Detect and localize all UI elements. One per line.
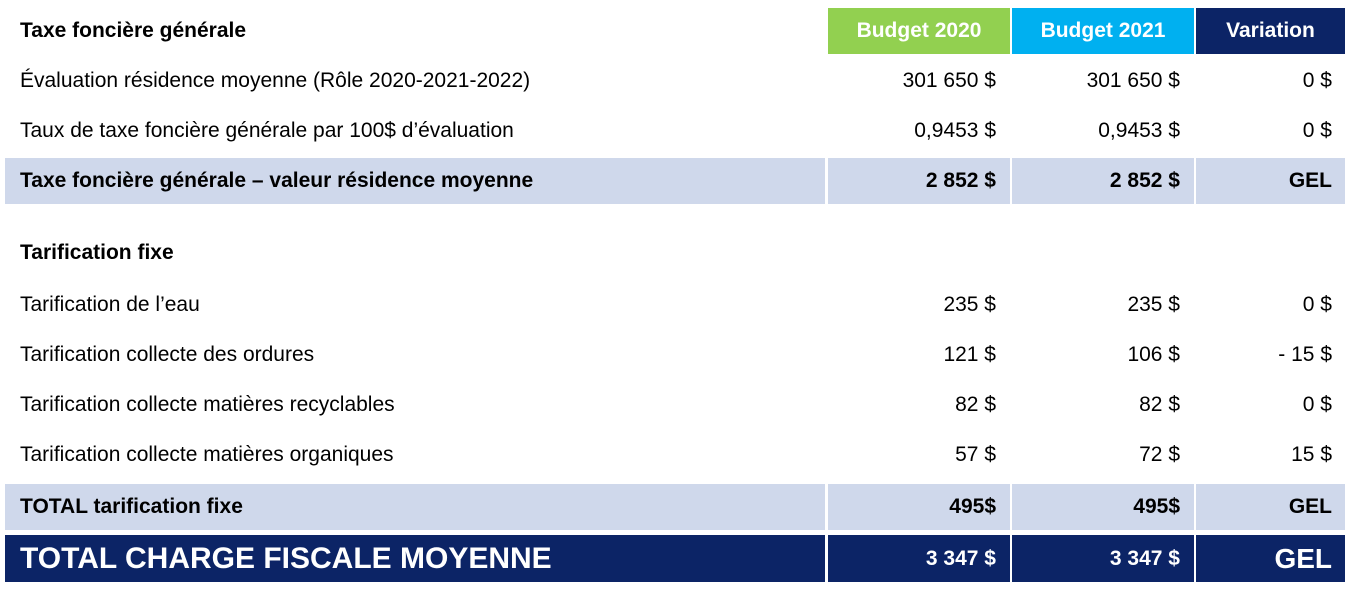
row-label: Tarification collecte matières organique… <box>20 443 394 466</box>
value-budget-2020: 121 $ <box>943 343 996 366</box>
value-budget-2020: 82 $ <box>955 393 996 416</box>
value-variation: 0 $ <box>1302 393 1332 416</box>
row-label: Tarification de l’eau <box>20 293 200 316</box>
value-budget-2021: 72 $ <box>1139 443 1180 466</box>
value-budget-2021: 0,9453 $ <box>1098 119 1180 142</box>
value-budget-2021: 495$ <box>1012 484 1194 530</box>
row-label: TOTAL tarification fixe <box>5 484 825 530</box>
value-budget-2020: 495$ <box>828 484 1010 530</box>
value-budget-2021: 301 650 $ <box>1086 69 1180 92</box>
value-variation: GEL <box>1196 158 1345 204</box>
value-variation: - 15 $ <box>1278 343 1332 366</box>
value-budget-2021: 82 $ <box>1139 393 1180 416</box>
table-row: Évaluation résidence moyenne (Rôle 2020-… <box>5 58 1345 104</box>
section-row-fixed: Tarification fixe <box>5 230 1345 276</box>
value-variation: GEL <box>1196 535 1345 582</box>
table-row: Tarification collecte matières recyclabl… <box>5 382 1345 428</box>
value-budget-2020: 57 $ <box>955 443 996 466</box>
value-budget-2020: 2 852 $ <box>828 158 1010 204</box>
col-header-budget-2020: Budget 2020 <box>828 8 1010 54</box>
value-budget-2021: 106 $ <box>1127 343 1180 366</box>
table-row: Tarification de l’eau 235 $ 235 $ 0 $ <box>5 282 1345 328</box>
section-title-tax: Taxe foncière générale <box>20 19 247 42</box>
value-budget-2020: 235 $ <box>943 293 996 316</box>
col-header-budget-2021: Budget 2021 <box>1012 8 1194 54</box>
value-variation: 0 $ <box>1302 119 1332 142</box>
row-label: Évaluation résidence moyenne (Rôle 2020-… <box>20 69 531 92</box>
value-budget-2021: 3 347 $ <box>1012 535 1194 582</box>
row-label: Tarification collecte matières recyclabl… <box>20 393 395 416</box>
value-budget-2021: 2 852 $ <box>1012 158 1194 204</box>
value-variation: 0 $ <box>1302 69 1332 92</box>
value-budget-2020: 3 347 $ <box>828 535 1010 582</box>
table-row: Tarification collecte des ordures 121 $ … <box>5 332 1345 378</box>
section-title-fixed: Tarification fixe <box>20 241 174 264</box>
header-row: Taxe foncière générale Budget 2020 Budge… <box>5 8 1345 54</box>
row-label: TOTAL CHARGE FISCALE MOYENNE <box>5 535 825 582</box>
value-variation: 0 $ <box>1302 293 1332 316</box>
col-header-variation: Variation <box>1196 8 1345 54</box>
value-budget-2021: 235 $ <box>1127 293 1180 316</box>
table-row: Tarification collecte matières organique… <box>5 432 1345 478</box>
value-budget-2020: 0,9453 $ <box>914 119 996 142</box>
value-variation: GEL <box>1196 484 1345 530</box>
grand-total-row: TOTAL CHARGE FISCALE MOYENNE 3 347 $ 3 3… <box>5 535 1345 582</box>
row-label: Taxe foncière générale – valeur résidenc… <box>5 158 825 204</box>
subtotal-row-tax: Taxe foncière générale – valeur résidenc… <box>5 158 1345 204</box>
subtotal-row-fixed: TOTAL tarification fixe 495$ 495$ GEL <box>5 484 1345 530</box>
row-label: Tarification collecte des ordures <box>20 343 315 366</box>
table-row: Taux de taxe foncière générale par 100$ … <box>5 108 1345 154</box>
row-label: Taux de taxe foncière générale par 100$ … <box>20 119 514 142</box>
value-budget-2020: 301 650 $ <box>902 69 996 92</box>
value-variation: 15 $ <box>1291 443 1332 466</box>
